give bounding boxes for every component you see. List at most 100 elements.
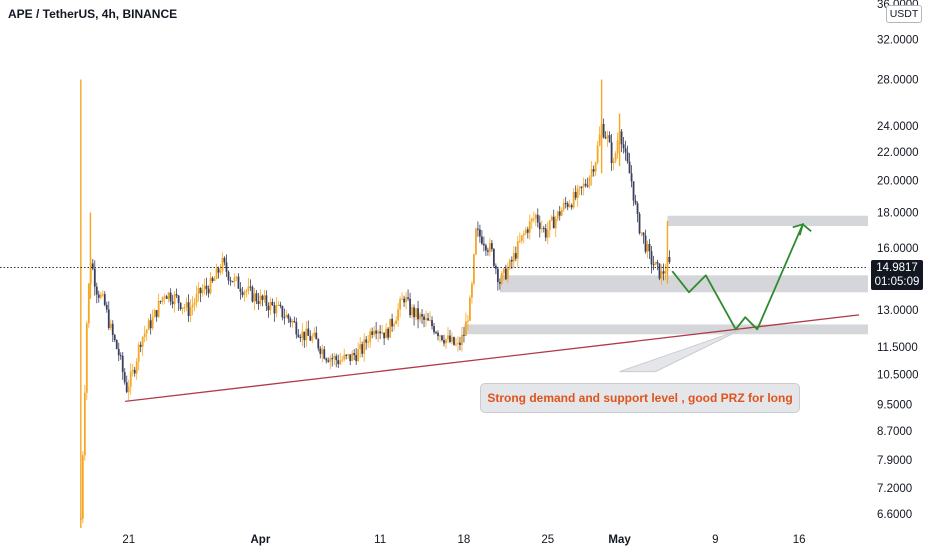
candle-body-51 bbox=[181, 307, 184, 309]
candle-body-90 bbox=[259, 295, 262, 305]
candle-body-171 bbox=[421, 314, 423, 317]
candle-body-94 bbox=[267, 305, 270, 311]
candle-body-12 bbox=[103, 294, 106, 305]
candle-body-9 bbox=[97, 294, 100, 298]
candle-body-284 bbox=[646, 243, 649, 252]
candle-body-260 bbox=[598, 134, 601, 146]
candle-body-88 bbox=[255, 293, 258, 302]
candle-body-154 bbox=[387, 328, 390, 338]
candle-body-157 bbox=[393, 324, 396, 327]
candle-body-35 bbox=[149, 320, 152, 329]
candle-body-73 bbox=[225, 262, 228, 272]
candle-body-113 bbox=[305, 328, 308, 341]
x-tick-label-5: May bbox=[608, 534, 631, 546]
candle-body-130 bbox=[339, 360, 342, 365]
candle-body-33 bbox=[145, 329, 148, 334]
candle-body-136 bbox=[351, 353, 354, 361]
candle-countdown: 01:05:09 bbox=[874, 276, 920, 288]
candle-body-100 bbox=[279, 304, 282, 307]
zones-layer bbox=[463, 215, 868, 335]
candle-body-197 bbox=[473, 254, 475, 284]
candle-body-72 bbox=[223, 257, 226, 263]
candle-body-124 bbox=[327, 360, 330, 362]
candle-body-95 bbox=[269, 302, 272, 311]
candle-body-239 bbox=[556, 211, 559, 219]
projection-path bbox=[671, 223, 812, 331]
candle-body-246 bbox=[570, 205, 573, 208]
candle-body-110 bbox=[299, 336, 302, 339]
candle-body-102 bbox=[283, 317, 286, 319]
candle-body-274 bbox=[626, 152, 629, 162]
candle-body-213 bbox=[504, 268, 507, 280]
candle-body-80 bbox=[239, 288, 242, 292]
candle-body-200 bbox=[479, 229, 481, 237]
candle-body-142 bbox=[363, 339, 366, 354]
candle-body-194 bbox=[467, 320, 469, 322]
candle-body-151 bbox=[381, 332, 384, 334]
candle-body-103 bbox=[285, 314, 288, 318]
candle-body-164 bbox=[407, 297, 409, 299]
candle-body-238 bbox=[554, 218, 557, 229]
candle-body-104 bbox=[287, 314, 290, 319]
candle-body-253 bbox=[584, 183, 587, 186]
candle-body-287 bbox=[652, 264, 655, 266]
candle-body-105 bbox=[289, 318, 292, 323]
candle-body-129 bbox=[337, 360, 340, 365]
candle-body-75 bbox=[229, 280, 232, 282]
candle-body-280 bbox=[638, 213, 641, 234]
candle-body-188 bbox=[455, 343, 457, 345]
candle-body-146 bbox=[371, 331, 374, 335]
candle-body-168 bbox=[415, 308, 417, 318]
candle-body-76 bbox=[231, 281, 234, 283]
candle-body-48 bbox=[175, 294, 178, 296]
candle-body-276 bbox=[630, 173, 633, 182]
candle-body-230 bbox=[538, 222, 541, 230]
candle-body-240 bbox=[558, 211, 561, 216]
candle-body-132 bbox=[343, 354, 346, 360]
candle-body-52 bbox=[183, 307, 186, 309]
candle-body-202 bbox=[482, 243, 485, 246]
candle-body-64 bbox=[207, 288, 210, 294]
candle-body-243 bbox=[564, 202, 567, 204]
candle-body-226 bbox=[530, 218, 533, 222]
currency-unit-button[interactable]: USDT bbox=[886, 5, 922, 23]
candle-body-288 bbox=[654, 261, 657, 266]
candle-body-31 bbox=[141, 336, 144, 347]
candle-body-77 bbox=[233, 277, 236, 282]
candle-body-46 bbox=[171, 301, 174, 305]
candle-body-203 bbox=[484, 245, 487, 251]
candle-body-99 bbox=[277, 304, 280, 306]
candle-body-101 bbox=[281, 306, 284, 318]
candle-body-263 bbox=[604, 137, 607, 139]
candle-body-231 bbox=[540, 228, 543, 230]
candle-body-259 bbox=[596, 145, 599, 163]
candle-body-24 bbox=[127, 386, 130, 393]
candle-body-199 bbox=[477, 228, 479, 230]
candle-body-131 bbox=[341, 359, 344, 361]
candle-body-36 bbox=[151, 317, 154, 329]
callout-pointer bbox=[619, 328, 742, 373]
x-tick-label-0: 21 bbox=[122, 534, 135, 546]
candle-body-116 bbox=[311, 336, 314, 341]
candle-body-28 bbox=[135, 361, 138, 374]
candle-body-119 bbox=[317, 339, 320, 349]
candle-body-159 bbox=[397, 309, 399, 321]
candle-body-277 bbox=[632, 181, 635, 201]
candle-body-25 bbox=[129, 371, 132, 387]
candle-body-106 bbox=[291, 321, 294, 323]
candle-body-148 bbox=[375, 330, 378, 334]
y-tick-label-2: 28.0000 bbox=[877, 75, 919, 87]
candle-body-167 bbox=[413, 307, 415, 318]
candle-body-135 bbox=[349, 354, 352, 361]
candle-body-291 bbox=[660, 271, 663, 279]
support-zone-1 bbox=[667, 215, 868, 227]
candle-body-264 bbox=[606, 135, 609, 139]
candle-body-282 bbox=[642, 232, 645, 236]
candle-body-210 bbox=[498, 281, 501, 284]
annotation-callout[interactable]: Strong demand and support level , good P… bbox=[480, 383, 800, 413]
candle-body-195 bbox=[469, 297, 471, 321]
candle-body-145 bbox=[369, 331, 372, 343]
candle-body-192 bbox=[463, 334, 465, 336]
candle-body-266 bbox=[610, 142, 613, 163]
